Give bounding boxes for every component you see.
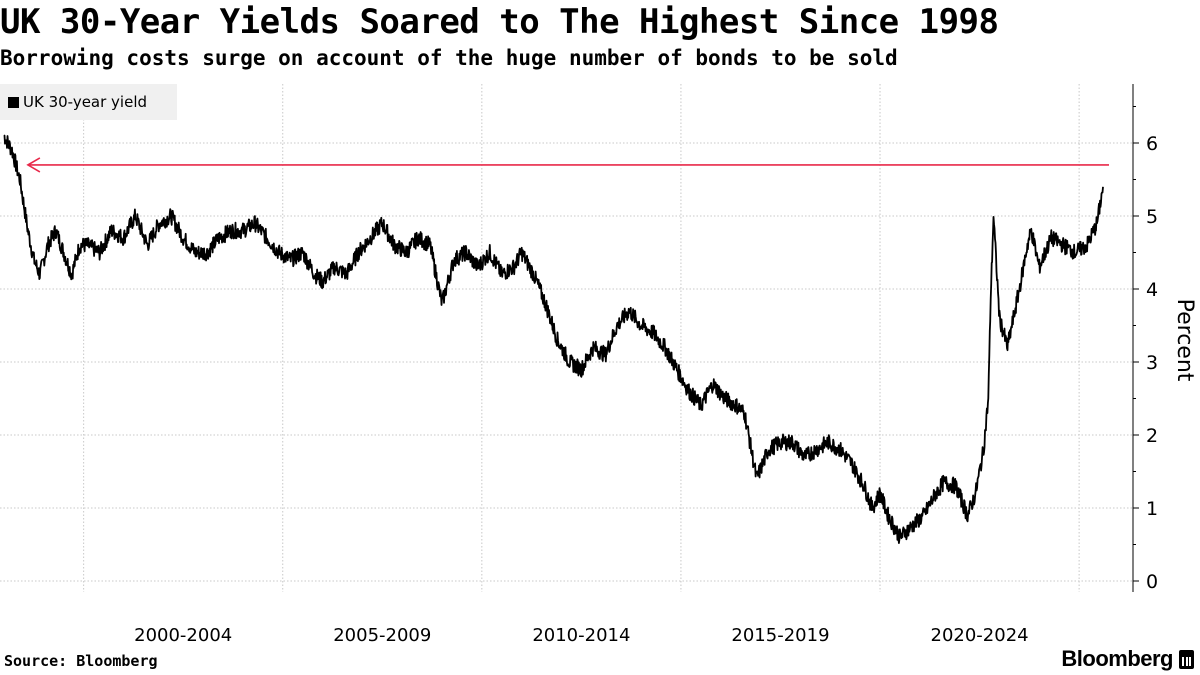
reference-arrow [26,157,41,173]
brand-name: Bloomberg [1061,646,1173,671]
chart-title: UK 30-Year Yields Soared to The Highest … [0,2,999,42]
y-tick-label: 6 [1146,133,1158,155]
x-tick-label: 2020-2024 [931,625,1029,646]
chart-icon [1179,649,1194,669]
brand-logo: Bloomberg [1061,646,1194,672]
x-tick-label: 2005-2009 [333,625,431,646]
series-line-uk-30-year-yield [3,134,1104,544]
y-tick-label: 5 [1146,206,1158,228]
y-tick-label: 0 [1146,571,1158,593]
legend-label: UK 30-year yield [23,93,148,111]
y-axis-title: Percent [1172,299,1197,382]
x-tick-label: 2010-2014 [532,625,630,646]
y-tick-label: 3 [1146,352,1158,374]
x-tick-label: 2015-2019 [731,625,829,646]
y-tick-label: 2 [1146,425,1158,447]
x-tick-label: 2000-2004 [134,625,232,646]
legend-swatch [8,96,19,108]
legend: UK 30-year yield [0,84,177,120]
y-tick-label: 4 [1146,279,1158,301]
chart-subtitle: Borrowing costs surge on account of the … [0,46,898,70]
source-note: Source: Bloomberg [4,652,158,670]
y-tick-label: 1 [1146,498,1158,520]
